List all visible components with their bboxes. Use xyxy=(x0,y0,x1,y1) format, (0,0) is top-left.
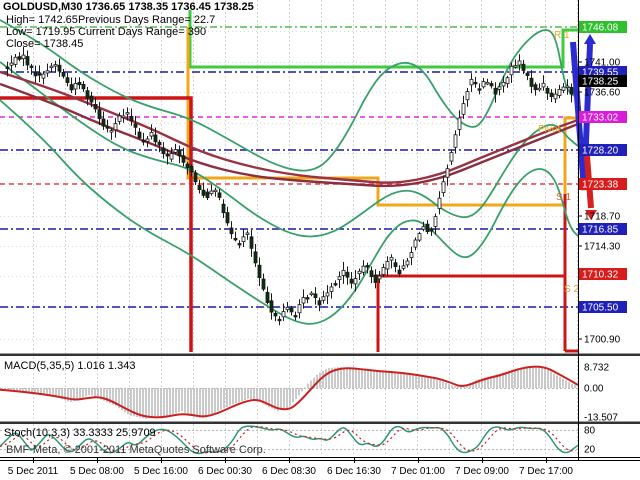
candlesticks xyxy=(5,47,578,326)
pivot-line-r xyxy=(188,10,578,69)
price-badge-value: 1705.50 xyxy=(582,303,619,314)
price-badge-value: 1733.02 xyxy=(582,113,619,124)
main-price-panel[interactable]: R 1 Pivot S 1 S 2 xyxy=(0,10,579,353)
price-badge-value: 1746.08 xyxy=(582,23,619,34)
time-tick-label: 7 Dec 17:00 xyxy=(519,466,573,477)
stoch-k-line xyxy=(0,425,578,455)
stochastic-panel[interactable] xyxy=(0,425,578,455)
price-badge-value: 1739.55 xyxy=(582,68,619,79)
price-axis: 1741.00 1736.60 1718.70 1714.30 1700.90 1746.… xyxy=(578,21,627,456)
pivot-label: S 1 xyxy=(556,192,571,203)
time-tick-label: 6 Dec 16:30 xyxy=(327,466,381,477)
pivot-line-pivot xyxy=(186,27,578,207)
pivot-label: Pivot xyxy=(538,124,560,135)
price-tick-label: 1741.00 xyxy=(584,58,621,69)
macd-axis-label: 8.732 xyxy=(584,363,609,374)
ma-line-1 xyxy=(0,70,578,184)
price-tick-label: 1714.30 xyxy=(584,242,621,253)
time-tick-label: 7 Dec 09:00 xyxy=(455,466,509,477)
price-tick-label: 1736.60 xyxy=(584,88,621,99)
panel-separators[interactable] xyxy=(0,0,640,461)
price-badge xyxy=(579,111,627,123)
price-tick-label: 1700.90 xyxy=(584,335,621,346)
bollinger-band-upper xyxy=(0,19,578,172)
price-badge-value: 1723.38 xyxy=(582,180,619,191)
price-tick-label: 1718.70 xyxy=(584,212,621,223)
price-badge xyxy=(579,301,627,313)
price-badge xyxy=(579,223,627,235)
time-tick-label: 6 Dec 08:30 xyxy=(262,466,316,477)
macd-panel[interactable] xyxy=(0,365,578,419)
bollinger-band-lower xyxy=(0,99,578,325)
time-axis: 5 Dec 2011 5 Dec 08:00 5 Dec 16:00 6 Dec 00… xyxy=(8,458,573,477)
price-badge-value: 1728.20 xyxy=(582,146,619,157)
pivot-line-s xyxy=(0,96,193,352)
price-badge-value: 1738.25 xyxy=(582,77,619,88)
macd-axis-label: -13.507 xyxy=(584,413,618,424)
stoch-axis-label: 20 xyxy=(584,445,596,456)
time-tick-label: 7 Dec 01:00 xyxy=(391,466,445,477)
price-badge xyxy=(579,144,627,156)
macd-signal-line xyxy=(0,365,578,419)
price-badge xyxy=(579,178,627,190)
ma-line-2 xyxy=(0,82,578,188)
price-badge xyxy=(579,21,627,33)
macd-axis-label: 0.00 xyxy=(584,384,604,395)
time-tick-label: 5 Dec 08:00 xyxy=(70,466,124,477)
stoch-axis-label: 80 xyxy=(584,426,596,437)
pivot-label: S 2 xyxy=(564,284,579,295)
time-tick-label: 6 Dec 00:30 xyxy=(198,466,252,477)
price-badge xyxy=(579,268,627,280)
price-badge xyxy=(579,75,627,87)
price-badge-value: 1710.32 xyxy=(582,270,619,281)
time-tick-label: 5 Dec 16:00 xyxy=(134,466,188,477)
time-tick-label: 5 Dec 2011 xyxy=(8,466,59,477)
pivot-label: R 1 xyxy=(554,30,570,41)
price-badge-value: 1716.85 xyxy=(582,225,619,236)
stoch-d-line xyxy=(0,425,577,454)
